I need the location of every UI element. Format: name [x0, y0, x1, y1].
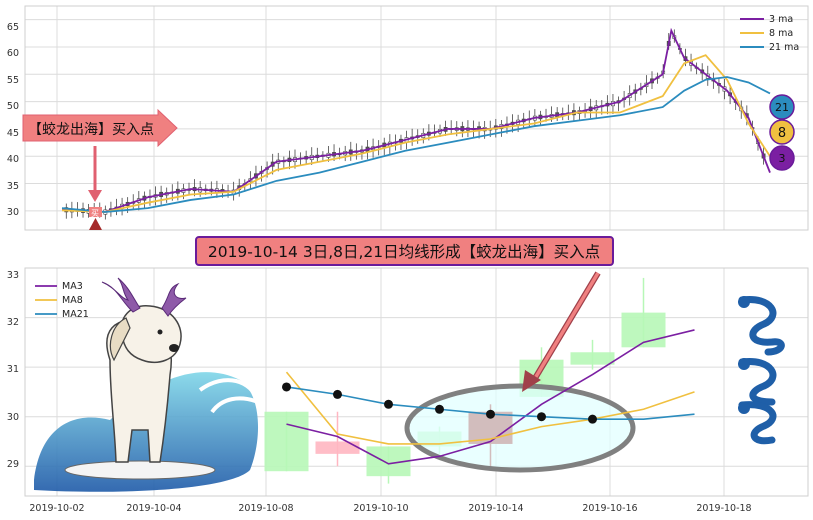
legend-label-ma8: MA8	[62, 295, 83, 306]
top-series-line	[61, 76, 771, 213]
badge-8ma-label: 8	[778, 126, 786, 141]
bottom-y-axis: 33 32 31 30 29	[7, 270, 19, 470]
bottom-y-tick: 29	[7, 459, 19, 470]
highlight-ellipse	[404, 383, 636, 473]
x-tick: 2019-10-04	[126, 503, 181, 514]
bottom-candle	[264, 411, 309, 472]
bottom-candle	[570, 352, 615, 365]
banner-text: 2019-10-14 3日,8日,21日均线形成【蛟龙出海】买入点	[208, 243, 600, 261]
pointer-arrow	[522, 271, 601, 392]
badge-21ma	[769, 94, 795, 120]
top-legend: 3 ma 8 ma 21 ma	[740, 14, 799, 53]
buy-marker	[89, 207, 102, 217]
buy-arrow: 【蛟龙出海】买入点 买	[22, 108, 178, 230]
buy-arrow-label: 【蛟龙出海】买入点	[28, 122, 154, 138]
dragon-body-top	[738, 296, 785, 356]
x-tick: 2019-10-10	[353, 503, 408, 514]
bottom-series-line	[286, 329, 695, 465]
bottom-y-tick: 31	[7, 364, 19, 375]
dragon-icon-top	[738, 296, 785, 356]
dragon-head-bottom	[738, 402, 750, 414]
legend-label-8ma: 8 ma	[769, 28, 793, 39]
ma21-point	[384, 399, 393, 409]
top-y-tick: 45	[7, 128, 19, 139]
dog-eye	[157, 329, 163, 335]
legend-label-ma21: MA21	[62, 309, 89, 320]
top-series-line	[61, 54, 771, 213]
badge-21ma-label: 21	[775, 101, 789, 114]
bottom-frame	[24, 267, 809, 497]
legend-label-ma3: MA3	[62, 281, 83, 292]
bottom-y-tick: 33	[7, 270, 19, 281]
badge-8ma	[769, 119, 795, 145]
dog-ear	[109, 317, 131, 362]
dragon-icon-middle	[738, 358, 777, 406]
dragon-body-bottom	[738, 401, 777, 445]
bottom-legend: MA3 MA8 MA21	[35, 281, 89, 320]
dragon-horn-right	[161, 282, 187, 317]
x-tick: 2019-10-16	[582, 503, 637, 514]
top-y-tick: 55	[7, 75, 19, 86]
bottom-candle	[315, 441, 360, 454]
legend-label-21ma: 21 ma	[769, 42, 799, 53]
top-y-tick: 35	[7, 181, 19, 192]
buy-triangle-icon	[89, 218, 102, 230]
top-y-tick: 40	[7, 154, 19, 165]
bottom-candle	[621, 312, 666, 348]
dragon-horn-left	[101, 277, 141, 313]
dragon-icon-bottom	[738, 401, 777, 445]
ma21-point	[282, 382, 291, 392]
ma21-point	[537, 412, 546, 422]
banner: 2019-10-14 3日,8日,21日均线形成【蛟龙出海】买入点	[195, 236, 614, 266]
top-lines	[61, 27, 771, 213]
x-tick: 2019-10-02	[29, 503, 84, 514]
surfing-dog-illustration	[34, 277, 261, 492]
x-tick: 2019-10-14	[468, 503, 523, 514]
top-panel: 65 60 55 50 45 40 35 30 3 ma 8 ma 21 ma …	[7, 5, 809, 231]
ma21-point	[435, 404, 444, 414]
ma21-point	[588, 414, 597, 424]
top-y-tick: 50	[7, 101, 19, 112]
x-tick: 2019-10-08	[238, 503, 293, 514]
highlight-ellipse-shape	[404, 383, 636, 473]
dragon-head-top	[738, 296, 750, 308]
ma-badges: 21 8 3	[769, 94, 795, 171]
surfboard	[64, 460, 216, 480]
ma21-point	[333, 389, 342, 399]
bottom-y-tick: 30	[7, 412, 19, 423]
top-y-tick: 60	[7, 48, 19, 59]
bottom-y-tick: 32	[7, 317, 19, 328]
x-tick: 2019-10-18	[696, 503, 751, 514]
bottom-lines	[282, 329, 695, 465]
pointer-arrow-line-inner	[532, 272, 600, 381]
badge-3ma	[769, 145, 795, 171]
bottom-panel: 33 32 31 30 29 2019-10-02 2019-10-04 201…	[7, 267, 809, 514]
bottom-x-axis: 2019-10-02 2019-10-04 2019-10-08 2019-10…	[29, 503, 751, 514]
banner-box	[195, 236, 614, 266]
pointer-arrow-head	[522, 370, 541, 392]
top-y-axis: 65 60 55 50 45 40 35 30	[7, 22, 19, 218]
buy-marker-label: 买	[91, 209, 99, 218]
dragon-head-middle	[738, 358, 750, 370]
dog-nose	[169, 344, 179, 352]
buy-arrow-shape	[22, 108, 178, 148]
wave-crest	[198, 378, 261, 414]
wave	[34, 372, 259, 492]
legend-label-3ma: 3 ma	[769, 14, 793, 25]
dragon-body-middle	[738, 358, 777, 406]
top-y-tick: 30	[7, 207, 19, 218]
ma21-point	[486, 409, 495, 419]
top-y-tick: 65	[7, 22, 19, 33]
badge-3ma-label: 3	[779, 152, 786, 165]
buy-pointer-head	[88, 190, 102, 202]
bottom-series-line	[285, 371, 695, 445]
